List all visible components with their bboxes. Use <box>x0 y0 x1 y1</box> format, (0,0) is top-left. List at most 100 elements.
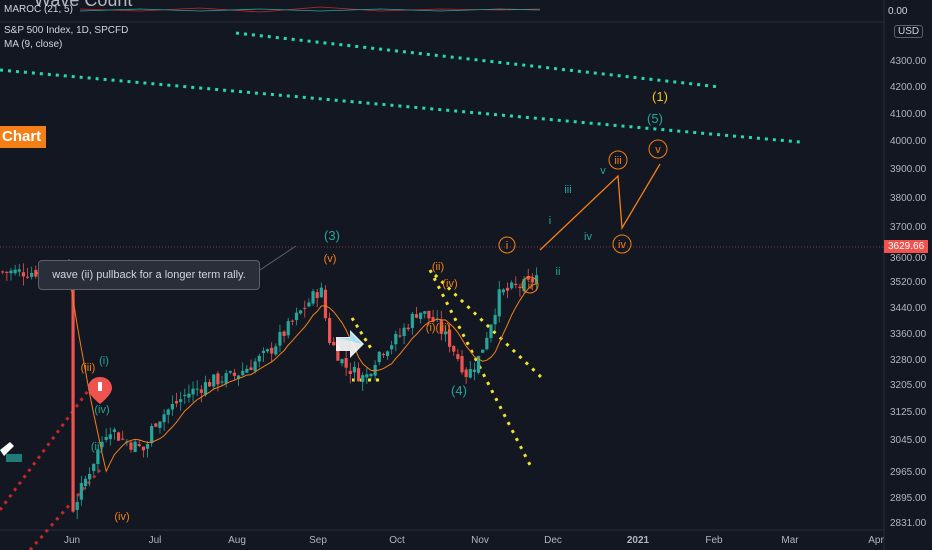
candle-body <box>278 332 282 346</box>
candle-body <box>253 361 257 372</box>
ma-line <box>35 272 537 473</box>
small-arrow-icon <box>0 442 22 462</box>
maroc-line-teal <box>79 8 541 12</box>
candle-body <box>274 346 278 355</box>
upper-channel-trendline <box>235 31 721 89</box>
circled-wave-iii <box>608 150 628 170</box>
candle-body <box>270 347 274 354</box>
candle-body <box>361 375 365 383</box>
price-label: 3800.00 <box>890 193 927 204</box>
time-label: Aug <box>228 535 246 546</box>
candle-body <box>534 275 539 284</box>
candle-body <box>170 403 174 410</box>
time-label: Apr <box>868 535 884 546</box>
candle-body <box>290 320 294 322</box>
legend-symbol[interactable]: S&P 500 Index, 1D, SPCFD <box>4 25 129 36</box>
yellow-short-line <box>350 317 374 351</box>
candle-body <box>166 409 170 415</box>
candle-body <box>133 441 137 453</box>
wave-label: (i)(iii) <box>426 322 450 334</box>
currency-selector[interactable]: USD <box>894 25 924 38</box>
candle-body <box>232 372 237 376</box>
wave-label: (ii) <box>91 441 103 453</box>
price-label: 4000.00 <box>890 136 927 147</box>
wave-label: iii <box>564 184 571 196</box>
candle-body <box>323 289 328 319</box>
candle-body <box>373 364 377 376</box>
candle-body <box>390 345 394 350</box>
price-label: 3280.00 <box>890 355 927 366</box>
candle-body <box>228 371 232 373</box>
candle-body <box>212 374 216 387</box>
candle-body <box>265 349 270 352</box>
candle-body <box>286 321 290 336</box>
candle-body <box>402 327 406 336</box>
candle-body <box>303 307 307 309</box>
wave-label: (1) <box>652 89 668 104</box>
candle-body <box>199 389 203 393</box>
candle-body <box>319 287 323 298</box>
candle-body <box>410 313 414 328</box>
wave-label: v <box>655 144 661 156</box>
candle-body <box>9 270 13 274</box>
candle-body <box>431 317 435 322</box>
candle-body <box>5 271 9 273</box>
candle-body <box>460 356 464 373</box>
projected-wave-path <box>539 163 661 251</box>
callout-note[interactable]: wave (ii) pullback for a longer term ral… <box>38 260 260 290</box>
wave-label: ii <box>528 281 532 292</box>
price-label: 3440.00 <box>890 303 927 314</box>
price-label: 4300.00 <box>890 56 927 67</box>
candle-body <box>282 331 286 336</box>
candle-body <box>369 374 373 376</box>
price-label: 3045.00 <box>890 435 927 446</box>
candle-body <box>381 354 385 356</box>
circled-wave-ii <box>521 276 539 294</box>
candle-body <box>30 272 34 277</box>
candle-body <box>332 341 336 346</box>
candle-body <box>365 374 369 378</box>
chart-banner: Chart <box>0 126 47 148</box>
candle-body <box>398 335 402 337</box>
wave-label: (iv) <box>442 278 457 290</box>
candle-body <box>100 441 104 448</box>
wave-label: (4) <box>451 383 467 398</box>
candle-body <box>154 423 158 427</box>
candle-body <box>311 291 315 304</box>
candle-body <box>141 446 146 451</box>
candle-body <box>88 473 92 480</box>
price-label: 3520.00 <box>890 277 927 288</box>
candle-body <box>472 369 477 373</box>
candle-body <box>108 434 112 440</box>
candle-body <box>13 269 17 274</box>
candle-body <box>195 388 199 390</box>
legend-ma[interactable]: MA (9, close) <box>4 39 63 50</box>
price-label: 2895.00 <box>890 493 927 504</box>
wave-label: ii <box>556 266 561 278</box>
lower-channel-trendline <box>0 68 801 144</box>
legend-maroc[interactable]: MAROC (21, 5) <box>4 4 73 15</box>
candle-body <box>497 289 501 317</box>
candle-body <box>236 375 241 379</box>
candle-body <box>21 272 26 277</box>
price-label: 3205.00 <box>890 380 927 391</box>
yellow-trendline-upper <box>433 273 544 380</box>
price-label: 3125.00 <box>890 407 927 418</box>
candle-body <box>476 355 481 373</box>
circled-wave-iv <box>612 234 632 254</box>
current-price-tag: 3629.66 <box>884 240 929 253</box>
wave-label: (i) <box>99 355 109 367</box>
candle-body <box>414 314 419 318</box>
candle-body <box>377 351 381 363</box>
candle-body <box>336 345 340 361</box>
candle-body <box>257 355 261 362</box>
candle-body <box>456 354 460 360</box>
candle-body <box>224 373 228 384</box>
oscillator-value: 0.00 <box>888 6 908 17</box>
candle-body <box>158 421 162 428</box>
candle-body <box>348 370 352 375</box>
candle-body <box>344 358 348 368</box>
candle-body <box>328 318 332 343</box>
red-trendline-lower <box>28 469 102 550</box>
